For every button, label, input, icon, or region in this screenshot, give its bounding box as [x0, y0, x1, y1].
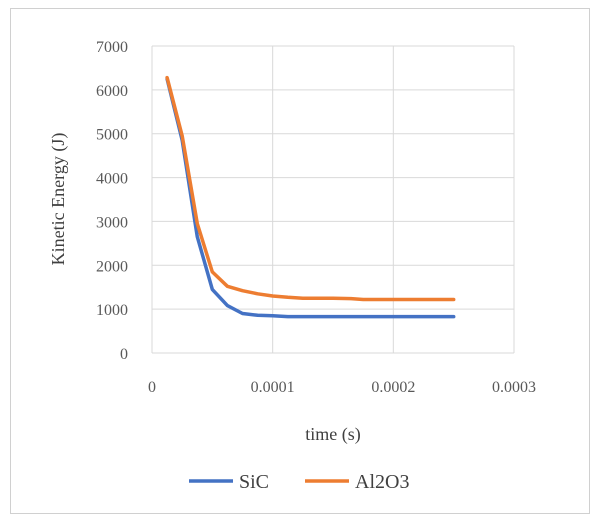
y-tick-label: 3000 — [96, 214, 128, 231]
series-line-sic — [165, 77, 456, 319]
legend-label-al2o3: Al2O3 — [355, 471, 409, 493]
y-tick-label: 1000 — [96, 302, 128, 319]
legend: SiC Al2O3 — [189, 471, 409, 493]
chart-frame — [10, 8, 590, 514]
x-tick-label: 0.0002 — [371, 379, 415, 396]
series-line-al2o3 — [165, 75, 456, 302]
y-tick-label: 2000 — [96, 258, 128, 275]
y-tick-label: 6000 — [96, 83, 128, 100]
grid — [151, 45, 515, 354]
x-tick-labels: 0 0.0001 0.0002 0.0003 — [148, 379, 536, 396]
y-tick-label: 7000 — [96, 39, 128, 56]
x-axis-title: time (s) — [305, 424, 361, 445]
y-tick-labels: 0 1000 2000 3000 4000 5000 6000 7000 — [96, 39, 128, 363]
x-tick-label: 0.0003 — [492, 379, 536, 396]
x-tick-label: 0 — [148, 379, 156, 396]
y-tick-label: 4000 — [96, 171, 128, 188]
legend-label-sic: SiC — [239, 471, 269, 493]
y-tick-label: 5000 — [96, 127, 128, 144]
y-tick-label: 0 — [120, 346, 128, 363]
series-lines — [165, 75, 456, 319]
x-tick-label: 0.0001 — [251, 379, 295, 396]
y-axis-title: Kinetic Energy (J) — [48, 133, 69, 266]
